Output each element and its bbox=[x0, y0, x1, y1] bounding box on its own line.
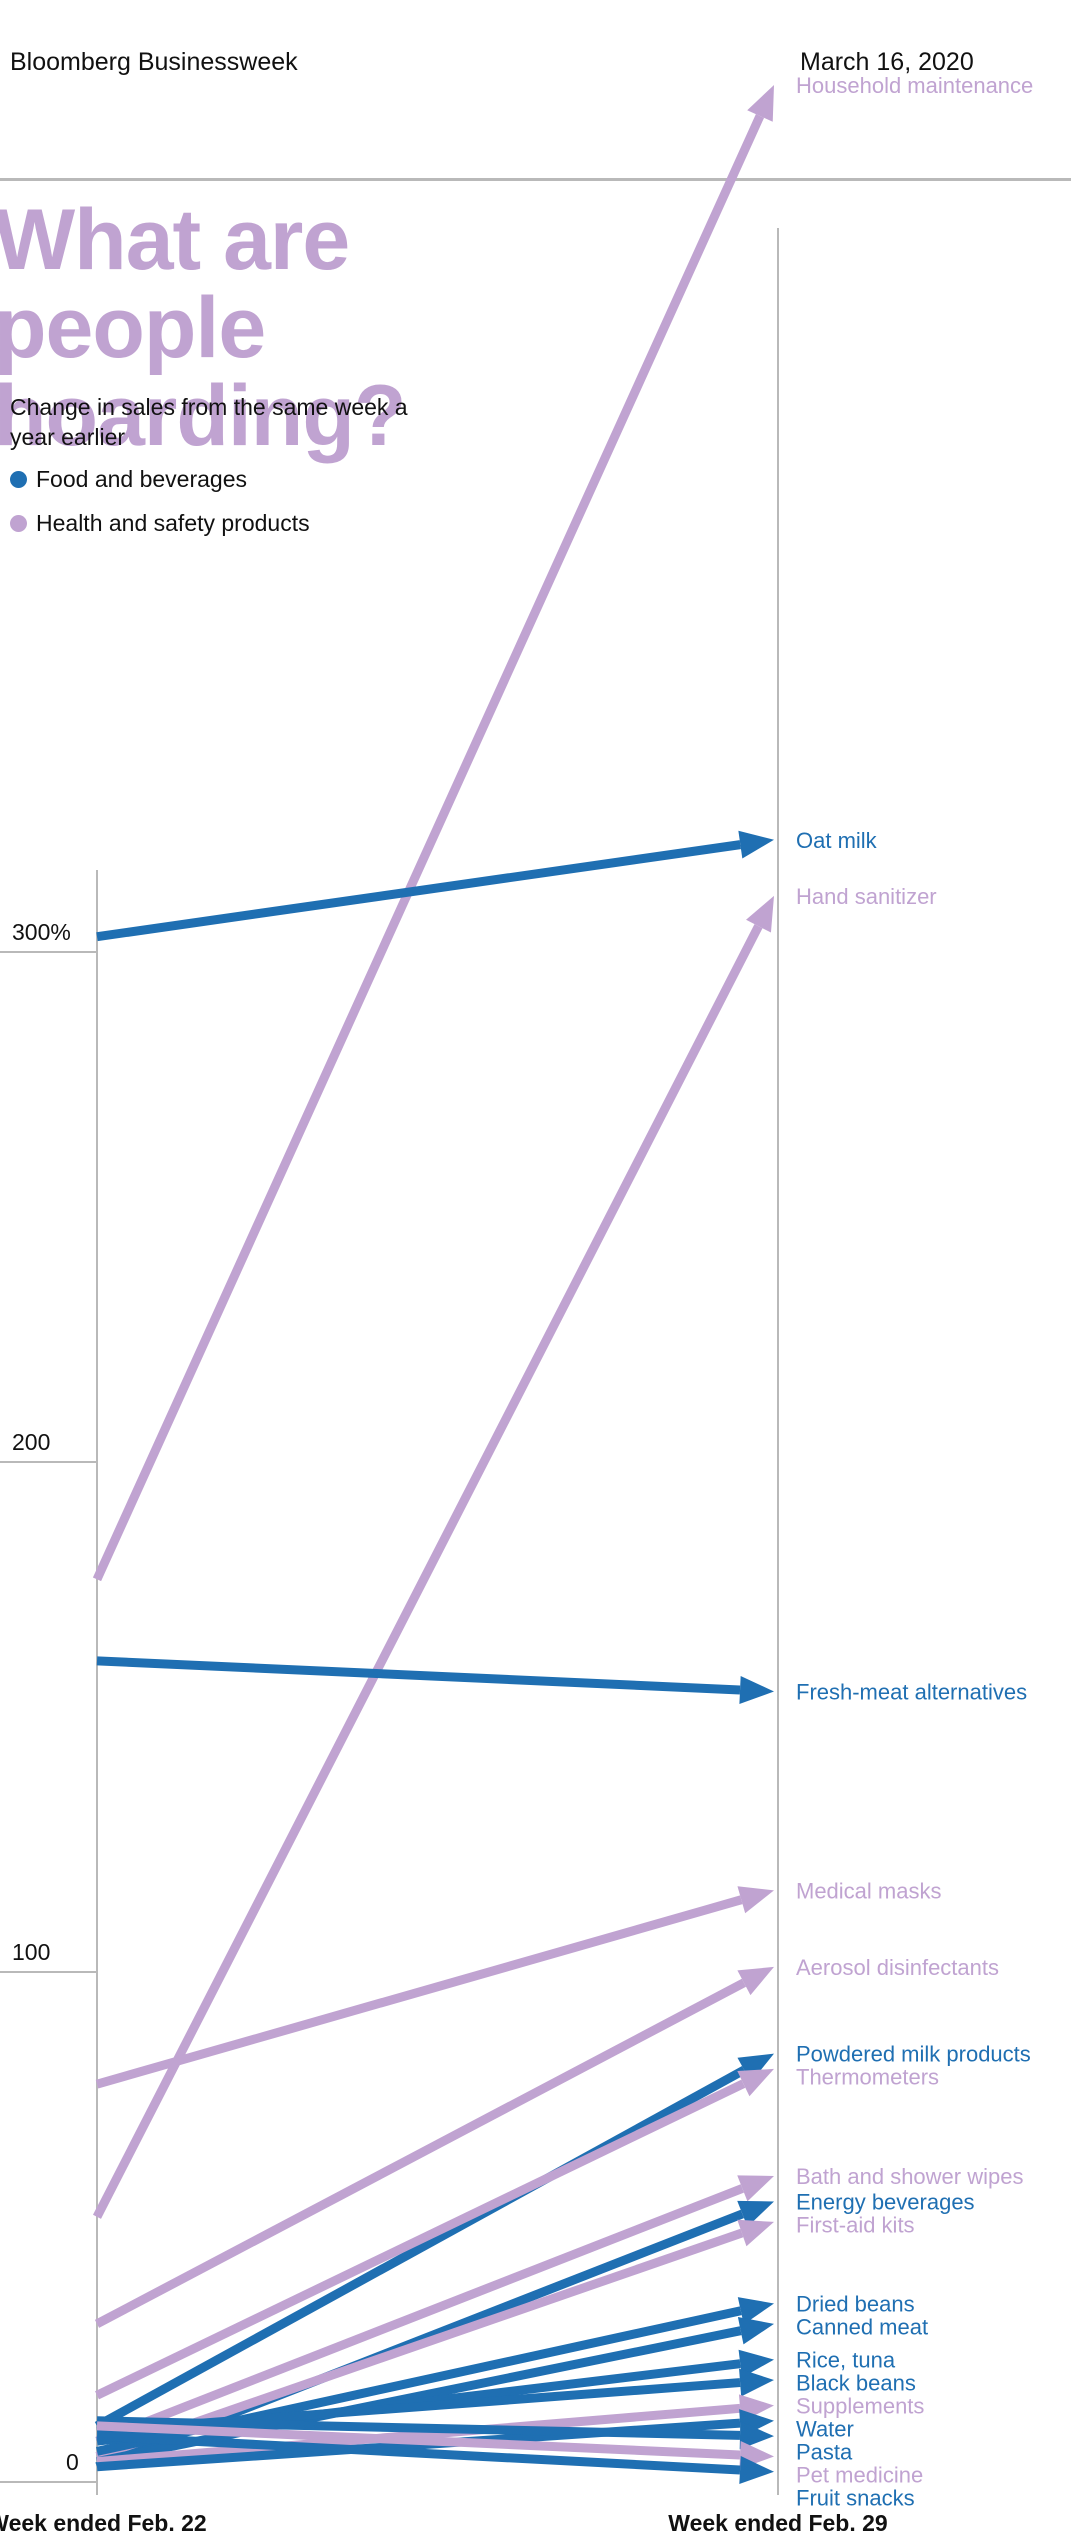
series-line bbox=[92, 114, 765, 1582]
series-label: Energy beverages bbox=[796, 2190, 975, 2215]
brand-name: Bloomberg Businessweek bbox=[10, 48, 298, 76]
legend-item-health: Health and safety products bbox=[10, 510, 310, 537]
series-label: Hand sanitizer bbox=[796, 884, 937, 909]
legend-label-food: Food and beverages bbox=[36, 466, 247, 492]
series-label: Powdered milk products bbox=[796, 2042, 1031, 2067]
legend-dot-food-icon bbox=[10, 471, 27, 488]
series-label: Pasta bbox=[796, 2440, 853, 2465]
y-tick-label: 100 bbox=[12, 1939, 50, 1965]
chart-title: What are people hoarding? bbox=[0, 192, 406, 464]
series-line bbox=[94, 1978, 747, 2328]
series-label: Thermometers bbox=[796, 2065, 939, 2090]
series-arrowhead bbox=[747, 85, 774, 122]
header-divider bbox=[0, 178, 1071, 181]
series-arrowhead bbox=[739, 2368, 774, 2397]
series-label: Dried beans bbox=[796, 2292, 915, 2317]
series-line bbox=[96, 2416, 741, 2440]
series-label: Aerosol disinfectants bbox=[796, 1955, 999, 1980]
series-label: Water bbox=[796, 2417, 854, 2442]
series-line bbox=[95, 2079, 746, 2400]
series-arrowhead bbox=[737, 1966, 774, 1996]
series-line bbox=[96, 2421, 741, 2460]
series-line bbox=[94, 2066, 747, 2430]
series-label: Oat milk bbox=[796, 828, 878, 853]
y-tick-label: 300% bbox=[12, 919, 71, 945]
series-label: Fruit snacks bbox=[796, 2486, 915, 2511]
series-arrowhead bbox=[739, 2456, 774, 2484]
legend-label-health: Health and safety products bbox=[36, 510, 310, 536]
series-label: Bath and shower wipes bbox=[796, 2164, 1023, 2189]
series-arrowhead bbox=[738, 2349, 774, 2378]
series-arrowhead bbox=[737, 2053, 774, 2083]
series-line bbox=[96, 2431, 741, 2475]
series-arrowhead bbox=[737, 2297, 774, 2325]
series-label: Canned meat bbox=[796, 2315, 928, 2340]
series-label: Rice, tuna bbox=[796, 2348, 896, 2373]
series-arrowhead bbox=[739, 1675, 774, 1704]
series-arrowhead bbox=[737, 2316, 774, 2345]
legend-dot-health-icon bbox=[10, 515, 27, 532]
series-line bbox=[95, 2184, 744, 2446]
y-tick-label: 0 bbox=[66, 2449, 79, 2475]
x-tick-label: Week ended Feb. 22 bbox=[0, 2510, 207, 2536]
publish-date: March 16, 2020 bbox=[800, 48, 974, 76]
series-label: Pet medicine bbox=[796, 2463, 923, 2488]
y-tick-label: 200 bbox=[12, 1429, 50, 1455]
series-arrowhead bbox=[737, 2219, 774, 2247]
chart-subtitle: Change in sales from the same week a yea… bbox=[10, 394, 408, 450]
series-line bbox=[92, 924, 763, 2219]
series-line bbox=[95, 1895, 743, 2089]
series-line bbox=[96, 840, 741, 942]
series-label: Supplements bbox=[796, 2394, 924, 2419]
series-label: Black beans bbox=[796, 2371, 916, 2396]
series-line bbox=[96, 2403, 741, 2467]
series-arrowhead bbox=[737, 1886, 774, 1914]
series-label: Household maintenance bbox=[796, 73, 1033, 98]
series-line bbox=[96, 1656, 741, 1695]
series-arrowhead bbox=[746, 895, 774, 933]
series-arrowhead bbox=[738, 830, 774, 859]
series-label: Fresh-meat alternatives bbox=[796, 1680, 1027, 1705]
x-tick-label: Week ended Feb. 29 bbox=[668, 2510, 887, 2536]
series-arrowhead bbox=[737, 2068, 774, 2097]
series-arrowhead bbox=[737, 2175, 774, 2202]
series-label: First-aid kits bbox=[796, 2213, 915, 2238]
series-label: Medical masks bbox=[796, 1878, 941, 1903]
series-arrowhead bbox=[739, 2421, 774, 2450]
legend-item-food: Food and beverages bbox=[10, 466, 247, 493]
